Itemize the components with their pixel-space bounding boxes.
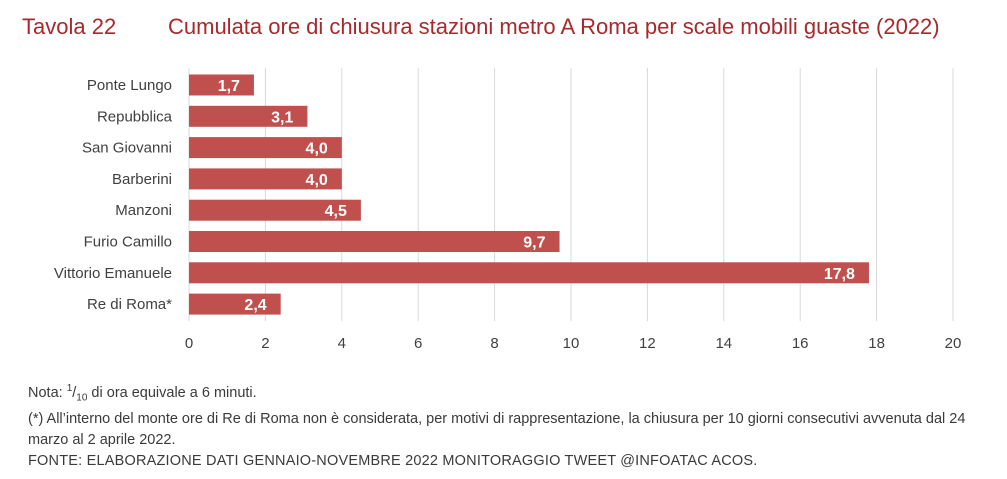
category-label: Barberini xyxy=(112,171,172,188)
value-label: 4,0 xyxy=(306,172,328,189)
value-label: 9,7 xyxy=(523,235,545,252)
source-note: FONTE: ELABORAZIONE DATI GENNAIO-NOVEMBR… xyxy=(28,452,758,469)
value-label: 17,8 xyxy=(824,266,855,283)
x-tick-label: 14 xyxy=(715,335,732,352)
x-tick-label: 6 xyxy=(414,335,422,352)
category-label: Manzoni xyxy=(115,202,172,219)
x-tick-label: 10 xyxy=(563,335,580,352)
x-tick-label: 0 xyxy=(185,335,193,352)
x-tick-label: 2 xyxy=(261,335,269,352)
x-tick-label: 4 xyxy=(338,335,346,352)
footnote: (*) All’interno del monte ore di Re di R… xyxy=(28,410,966,448)
chart-title: Cumulata ore di chiusura stazioni metro … xyxy=(168,14,940,39)
value-label: 2,4 xyxy=(244,297,266,314)
x-tick-label: 20 xyxy=(945,335,962,352)
value-label: 4,0 xyxy=(306,141,328,158)
category-label: Re di Roma* xyxy=(87,296,172,313)
value-label: 4,5 xyxy=(325,203,347,220)
value-label: 3,1 xyxy=(271,109,293,126)
nota-denominator: 10 xyxy=(76,392,88,404)
category-label: Repubblica xyxy=(97,108,173,125)
nota-rest: di ora equivale a 6 minuti. xyxy=(87,384,257,401)
bar xyxy=(189,231,560,252)
bar xyxy=(189,262,869,284)
category-label: Furio Camillo xyxy=(84,234,172,251)
bar-chart: Ponte Lungo 1,7 Repubblica 3,1 San Giovanni 4… xyxy=(54,68,962,352)
table-label: Tavola 22 xyxy=(22,14,117,39)
x-tick-label: 18 xyxy=(868,335,885,352)
nota-line: Nota: 1/10 di ora equivale a 6 minuti. xyxy=(28,383,257,404)
nota-prefix: Nota: xyxy=(28,384,67,401)
value-label: 1,7 xyxy=(218,78,240,95)
bar xyxy=(189,293,281,315)
category-label: San Giovanni xyxy=(82,140,172,157)
category-label: Ponte Lungo xyxy=(87,77,172,94)
x-tick-label: 12 xyxy=(639,335,656,352)
category-label: Vittorio Emanuele xyxy=(54,265,172,282)
bar xyxy=(189,168,342,190)
x-tick-label: 8 xyxy=(490,335,498,352)
header: Tavola 22 Cumulata ore di chiusura stazi… xyxy=(0,0,1007,60)
bar xyxy=(189,74,254,96)
bar xyxy=(189,105,308,127)
bar xyxy=(189,137,342,159)
x-tick-label: 16 xyxy=(792,335,809,352)
notes: Nota: 1/10 di ora equivale a 6 minuti. (… xyxy=(28,378,998,472)
bar xyxy=(189,199,361,221)
nota-numerator: 1 xyxy=(66,383,73,394)
